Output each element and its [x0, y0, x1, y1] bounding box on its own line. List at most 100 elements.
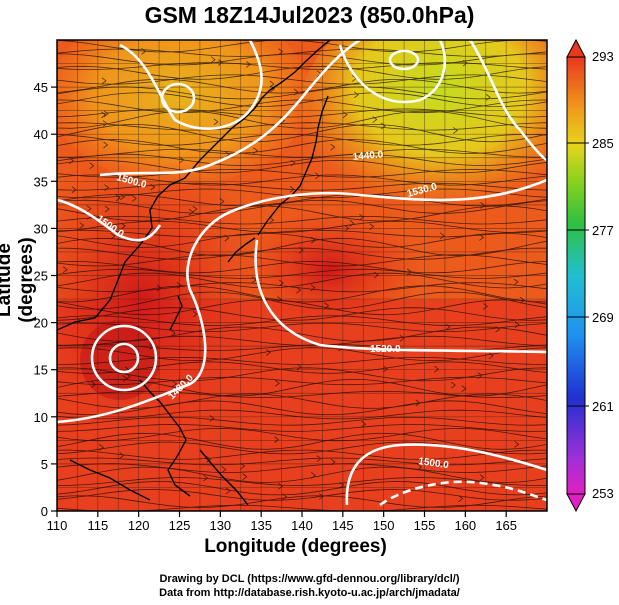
wind-arrow — [296, 286, 302, 294]
wind-arrow — [251, 276, 257, 284]
wind-arrow — [298, 246, 304, 254]
wind-arrow — [150, 183, 156, 191]
wind-arrow — [361, 420, 367, 428]
streamline — [57, 457, 547, 466]
y-tick-label: 30 — [34, 221, 48, 236]
streamline — [57, 182, 547, 191]
wind-arrow — [383, 365, 389, 373]
wind-arrow — [156, 284, 162, 292]
wind-arrow — [206, 456, 212, 463]
streamline — [57, 48, 547, 57]
wind-arrow — [213, 118, 219, 126]
colorbar-label: 253 — [592, 486, 614, 501]
wind-arrow — [452, 127, 458, 134]
x-tick-label: 155 — [414, 518, 436, 533]
streamline — [57, 326, 547, 342]
x-axis: 110 115 120 125 130 135 140 145 150 155 160 165 — [47, 511, 517, 533]
wind-arrow — [192, 310, 198, 318]
wind-arrow — [99, 444, 104, 451]
streamline — [57, 86, 547, 100]
colorbar: 293 285 277 269 261 253 — [566, 38, 614, 513]
x-tick-label: 145 — [332, 518, 354, 533]
streamline — [57, 376, 547, 386]
wind-arrow — [120, 193, 126, 201]
streamline — [57, 495, 547, 508]
wind-arrow — [477, 372, 483, 379]
streamline — [57, 122, 547, 131]
wind-arrow — [278, 48, 284, 55]
wind-arrow — [417, 463, 422, 471]
streamline — [57, 40, 547, 53]
streamline — [57, 65, 547, 80]
wind-arrow — [269, 80, 275, 88]
credit-dcl: Drawing by DCL (https://www.gfd-dennou.o… — [159, 573, 460, 585]
streamline — [57, 477, 547, 486]
streamline — [57, 400, 547, 416]
wind-arrow — [339, 481, 345, 489]
wind-arrow — [372, 116, 378, 123]
streamline — [57, 315, 547, 327]
streamline — [57, 449, 547, 460]
y-tick-label: 45 — [34, 80, 48, 95]
wind-arrow — [461, 385, 467, 393]
wind-arrow — [514, 440, 520, 448]
x-tick-label: 115 — [87, 518, 108, 533]
wind-arrow — [131, 195, 137, 202]
streamline — [57, 174, 547, 186]
streamline — [57, 99, 547, 114]
streamline — [57, 268, 547, 279]
colorbar-label: 285 — [592, 136, 614, 151]
wind-arrow — [359, 213, 364, 221]
wind-arrow — [103, 110, 109, 118]
wind-arrow — [296, 363, 302, 371]
y-tick-label: 35 — [34, 174, 48, 189]
streamline — [57, 463, 547, 473]
x-tick-label: 130 — [209, 518, 231, 533]
wind-arrow — [120, 222, 126, 230]
wind-arrow — [289, 185, 295, 193]
wind-arrow — [101, 77, 107, 85]
colorbar-label: 277 — [592, 223, 614, 238]
wind-arrow — [519, 296, 525, 304]
wind-arrow — [278, 482, 284, 490]
wind-arrow — [266, 349, 271, 356]
wind-arrow — [269, 216, 275, 224]
credit-data-source: Data from http://database.rish.kyoto-u.a… — [159, 587, 460, 599]
x-tick-label: 160 — [454, 518, 476, 533]
streamline — [57, 110, 547, 129]
x-tick-label: 110 — [47, 518, 68, 533]
wind-arrow — [125, 373, 131, 380]
wind-arrow — [380, 122, 386, 130]
wind-arrow — [318, 493, 324, 500]
y-tick-label: 5 — [41, 457, 48, 472]
streamline — [57, 416, 547, 426]
wind-arrow — [485, 93, 491, 101]
streamline — [57, 423, 547, 432]
wind-arrow — [310, 284, 316, 292]
wind-arrow — [179, 156, 185, 164]
wind-arrow — [369, 223, 375, 230]
wind-arrow — [69, 157, 74, 164]
wind-arrow — [102, 120, 108, 127]
streamline — [57, 188, 547, 199]
wind-arrow — [253, 147, 258, 154]
x-tick-label: 165 — [495, 518, 517, 533]
wind-arrow — [407, 268, 412, 276]
streamline — [57, 299, 547, 316]
colorbar-bottom-arrow — [566, 493, 586, 513]
chart-title: GSM 18Z14Jul2023 (850.0hPa) — [144, 2, 475, 28]
wind-arrow — [279, 279, 284, 287]
wind-arrow — [293, 88, 299, 96]
wind-arrow — [203, 474, 209, 482]
y-axis-label: Latitude (degrees) — [0, 237, 37, 323]
streamline — [57, 272, 547, 289]
wind-arrow — [373, 271, 379, 279]
streamline — [57, 260, 547, 274]
wind-arrow — [432, 459, 438, 466]
streamline — [57, 139, 547, 154]
y-tick-label: 10 — [34, 410, 48, 425]
wind-arrow — [415, 399, 421, 407]
wind-arrow — [86, 205, 92, 212]
streamline — [57, 390, 547, 398]
